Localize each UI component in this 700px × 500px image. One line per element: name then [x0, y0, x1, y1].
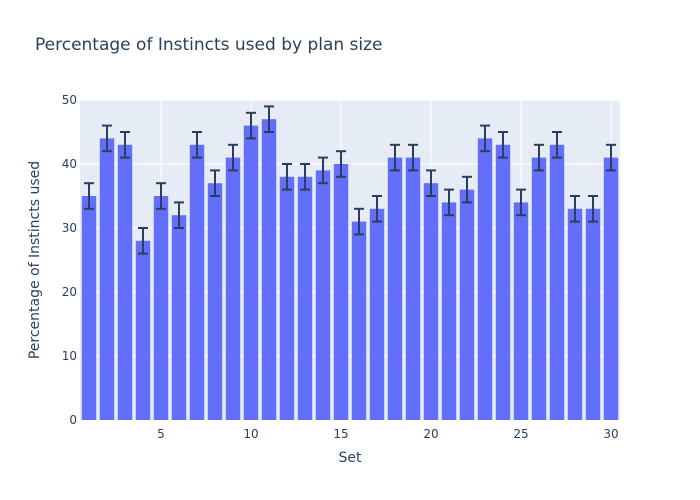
y-tick-label: 20	[62, 285, 77, 299]
error-bar	[228, 143, 238, 172]
error-bar	[570, 195, 580, 223]
error-bar	[552, 131, 562, 159]
bar	[99, 138, 115, 420]
error-bar	[120, 131, 130, 159]
x-tick-label: 5	[157, 427, 165, 441]
bar	[207, 183, 223, 420]
bar	[603, 157, 619, 420]
y-tick-label: 10	[62, 349, 77, 363]
bar	[495, 144, 511, 421]
bar	[441, 202, 457, 420]
error-bar	[318, 156, 328, 185]
error-bar	[534, 143, 544, 172]
bar	[351, 221, 367, 420]
error-bar	[354, 207, 364, 236]
bar	[405, 157, 421, 420]
error-bars	[84, 105, 616, 255]
x-axis-label: Set	[339, 450, 363, 466]
bar	[567, 208, 583, 420]
error-bar	[84, 182, 94, 210]
bar	[333, 164, 349, 420]
x-tick-label: 10	[243, 427, 258, 441]
bar	[315, 170, 331, 420]
bar	[549, 144, 565, 421]
bar	[189, 144, 205, 421]
error-bar	[246, 111, 256, 140]
error-bar	[174, 201, 184, 229]
error-bar	[138, 227, 148, 255]
chart-title: Percentage of Instincts used by plan siz…	[35, 35, 383, 55]
x-tick-label: 25	[513, 427, 528, 441]
error-bar	[408, 143, 418, 172]
bar	[117, 144, 133, 421]
y-axis-label: Percentage of Instincts used	[27, 161, 43, 359]
x-tick-label: 30	[603, 427, 618, 441]
bar	[387, 157, 403, 420]
bar	[135, 240, 151, 420]
bar	[423, 183, 439, 420]
bar	[225, 157, 241, 420]
error-bar	[300, 163, 310, 191]
error-bar	[336, 150, 346, 178]
bar	[279, 176, 295, 420]
error-bar	[516, 188, 526, 217]
y-tick-label: 50	[62, 93, 77, 107]
error-bar	[444, 188, 454, 217]
error-bar	[390, 143, 400, 172]
bar	[477, 138, 493, 420]
bar	[171, 215, 187, 420]
bar	[297, 176, 313, 420]
y-tick-label: 40	[62, 157, 77, 171]
bar	[459, 189, 475, 420]
x-axis-ticks: 5 10 15 20 25 30	[157, 427, 618, 441]
error-bar	[588, 195, 598, 223]
error-bar	[480, 124, 490, 153]
error-bar	[462, 175, 472, 204]
bar	[531, 157, 547, 420]
bars	[81, 119, 619, 421]
error-bar	[498, 131, 508, 159]
bar	[513, 202, 529, 420]
error-bar	[192, 131, 202, 159]
error-bar	[102, 124, 112, 153]
bar	[81, 196, 97, 420]
bar	[243, 125, 259, 420]
error-bar	[210, 169, 220, 197]
bar	[585, 208, 601, 420]
bar	[261, 119, 277, 420]
x-tick-label: 15	[333, 427, 348, 441]
error-bar	[372, 195, 382, 223]
error-bar	[156, 182, 166, 210]
error-bar	[282, 163, 292, 191]
bar	[369, 208, 385, 420]
error-bar	[606, 143, 616, 172]
y-tick-label: 30	[62, 221, 77, 235]
error-bar	[264, 105, 274, 133]
x-tick-label: 20	[423, 427, 438, 441]
y-axis-ticks: 0 10 20 30 40 50	[62, 93, 77, 427]
plot-background	[80, 100, 620, 420]
bar	[153, 196, 169, 420]
error-bar	[426, 169, 436, 197]
y-tick-label: 0	[69, 413, 77, 427]
